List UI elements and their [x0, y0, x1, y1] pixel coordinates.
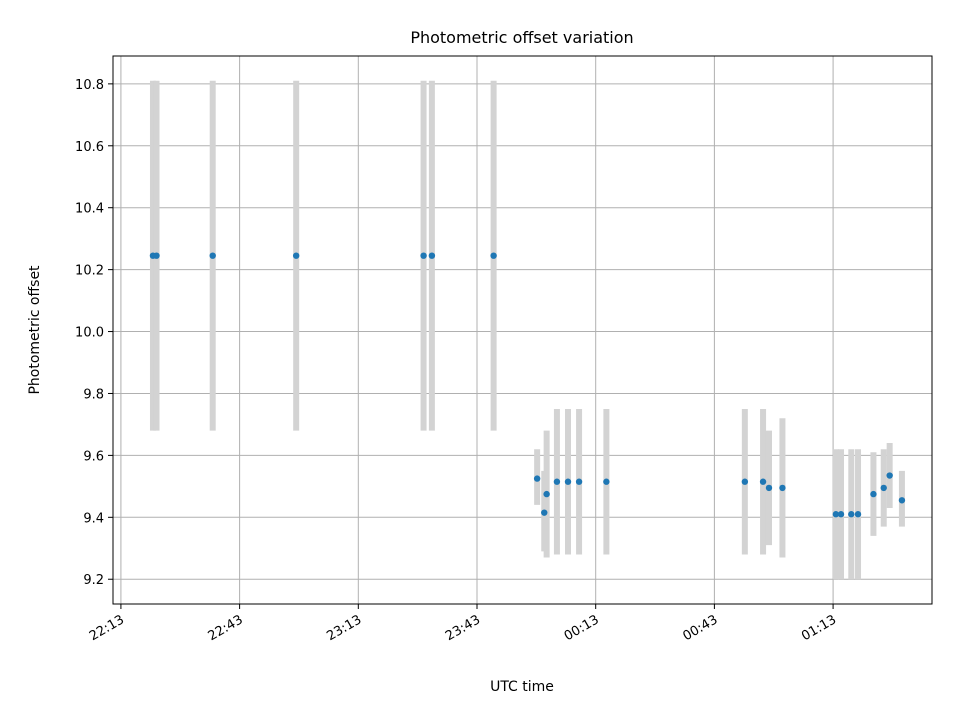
grid-lines — [113, 56, 932, 604]
data-point — [575, 478, 583, 485]
y-axis-label: Photometric offset — [27, 265, 43, 395]
chart-title: Photometric offset variation — [410, 28, 633, 47]
data-point — [837, 511, 845, 518]
data-point — [209, 252, 216, 259]
data-point — [153, 252, 160, 259]
y-tick-label: 10.2 — [75, 264, 104, 279]
data-point — [292, 252, 300, 259]
data-point — [603, 478, 610, 485]
data-point — [553, 478, 561, 485]
data-point — [428, 252, 436, 259]
data-point — [541, 509, 548, 516]
data-point — [880, 484, 887, 492]
y-tick-label: 10.0 — [75, 326, 104, 341]
x-axis-label: UTC time — [490, 679, 554, 695]
data-point — [870, 490, 877, 498]
y-tick-label: 9.6 — [83, 449, 104, 464]
data-points — [149, 252, 906, 518]
data-point — [832, 511, 840, 518]
data-point — [490, 252, 497, 259]
data-point — [779, 484, 786, 492]
y-axis-ticks: 9.2 9.4 9.6 9.8 10.0 10.2 10.4 10.6 10.8 — [75, 78, 113, 588]
data-point — [533, 475, 541, 482]
data-point — [741, 478, 749, 485]
data-point — [854, 511, 862, 518]
y-tick-label: 10.8 — [75, 78, 104, 93]
data-point — [848, 511, 855, 518]
plot-area-frame — [112, 55, 933, 605]
data-point — [543, 490, 550, 498]
data-point — [886, 472, 893, 479]
data-point — [420, 252, 427, 259]
y-tick-label: 9.8 — [83, 387, 104, 402]
data-point — [765, 484, 773, 492]
y-tick-label: 10.4 — [75, 202, 104, 217]
data-point — [898, 497, 906, 504]
y-tick-label: 9.2 — [83, 573, 104, 588]
y-tick-label: 10.6 — [75, 140, 104, 155]
y-tick-label: 9.4 — [83, 511, 104, 526]
data-point — [564, 478, 572, 485]
data-point — [759, 478, 767, 485]
